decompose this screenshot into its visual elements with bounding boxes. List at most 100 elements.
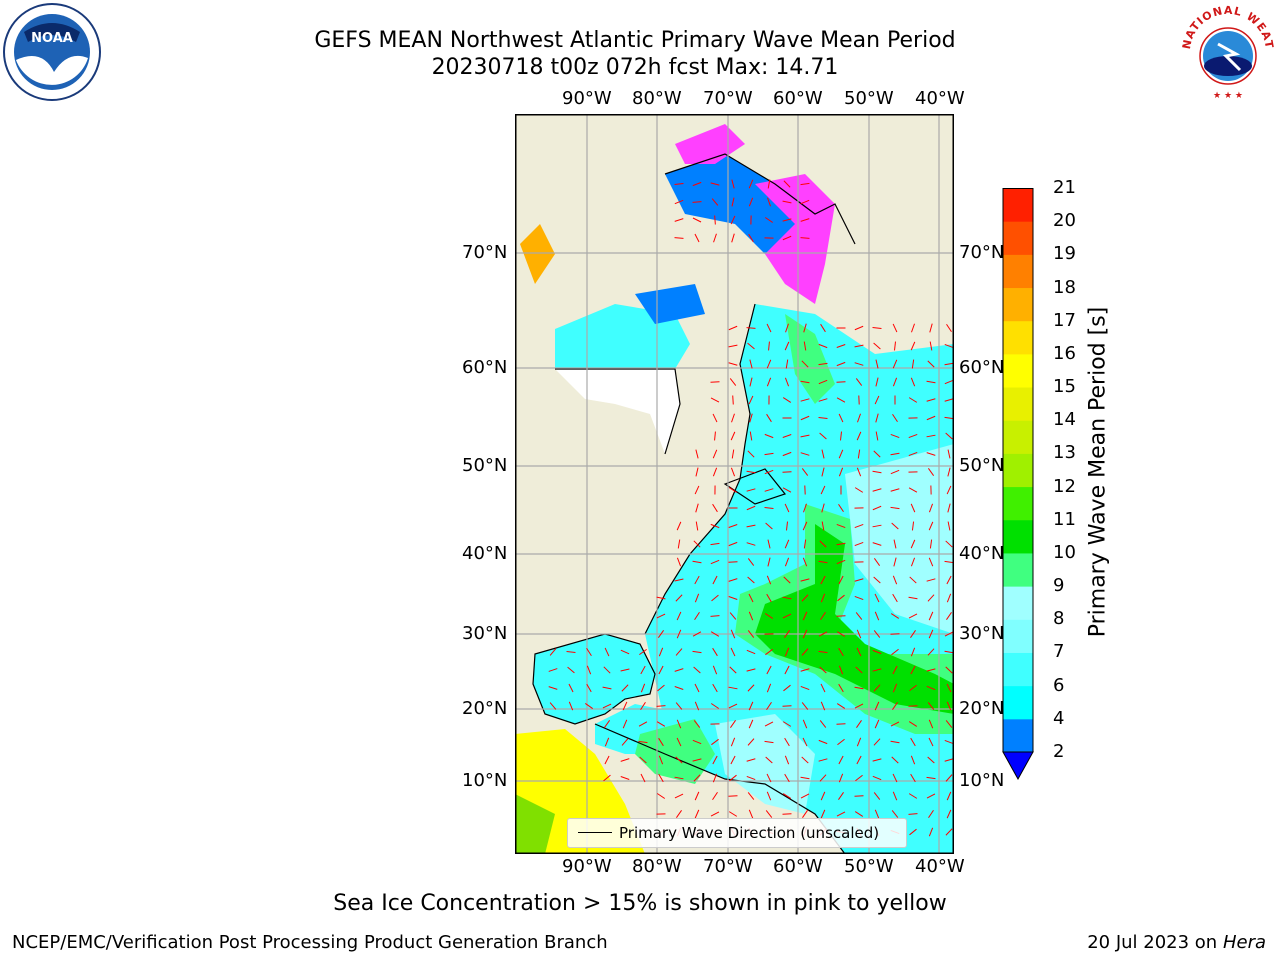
wave-direction-arrow	[927, 360, 935, 368]
wave-direction-arrow	[765, 756, 773, 764]
wave-direction-arrow	[692, 739, 702, 745]
wave-direction-arrow	[749, 413, 753, 423]
wave-direction-arrow	[768, 341, 770, 351]
wave-direction-arrow	[803, 539, 807, 549]
wave-direction-arrow	[892, 683, 898, 693]
wave-direction-arrow	[782, 200, 792, 204]
wave-direction-arrow	[693, 540, 701, 548]
wave-direction-arrow	[728, 811, 738, 817]
lat-tick-right: 20°N	[959, 698, 1005, 719]
wave-direction-arrow	[765, 648, 773, 656]
wave-direction-arrow	[695, 503, 699, 513]
wave-direction-arrow	[657, 684, 665, 692]
wave-direction-arrow	[818, 758, 828, 762]
colorbar-tick-label: 6	[1053, 674, 1065, 696]
wave-direction-arrow	[910, 665, 916, 675]
wave-direction-arrow	[908, 487, 918, 493]
wave-direction-arrow	[946, 593, 952, 603]
wave-direction-arrow	[872, 668, 882, 672]
wave-direction-arrow	[892, 773, 898, 783]
wave-direction-arrow	[946, 683, 952, 693]
wave-direction-arrow	[839, 431, 843, 441]
wave-direction-arrow	[710, 811, 720, 817]
wave-direction-arrow	[728, 686, 738, 690]
wave-direction-arrow	[712, 683, 718, 693]
legend-label: Primary Wave Direction (unscaled)	[619, 824, 880, 842]
wave-direction-arrow	[602, 686, 612, 690]
wave-direction-arrow	[911, 521, 915, 531]
sea-ice-note: Sea Ice Concentration > 15% is shown in …	[333, 891, 947, 916]
wave-direction-arrow	[676, 629, 682, 639]
wave-direction-arrow	[802, 737, 808, 747]
wave-direction-arrow	[782, 397, 792, 403]
wave-direction-arrow	[926, 415, 936, 421]
wave-direction-arrow	[836, 811, 846, 817]
wave-direction-arrow	[710, 615, 720, 617]
wave-direction-arrow	[836, 361, 846, 367]
wave-direction-arrow	[854, 811, 864, 817]
wave-direction-arrow	[784, 665, 790, 675]
wave-direction-arrow	[782, 487, 792, 493]
wave-direction-arrow	[656, 793, 666, 799]
wave-direction-arrow	[836, 615, 846, 617]
wave-direction-arrow	[800, 199, 810, 205]
wave-direction-arrow	[926, 452, 936, 456]
colorbar-segment	[1003, 718, 1033, 753]
wave-direction-arrow	[872, 488, 882, 492]
wave-direction-arrow	[695, 521, 699, 531]
wave-direction-arrow	[764, 740, 774, 744]
wave-direction-arrow	[712, 773, 718, 783]
wave-direction-arrow	[909, 576, 917, 584]
wave-direction-arrow	[747, 558, 755, 566]
wave-direction-arrow	[675, 756, 683, 764]
wave-direction-arrow	[910, 737, 916, 747]
wave-direction-arrow	[875, 413, 879, 423]
colorbar-border	[1002, 188, 1034, 753]
wave-direction-arrow	[622, 701, 628, 711]
wave-direction-arrow	[749, 377, 753, 387]
wave-direction-arrow	[838, 773, 844, 783]
wave-direction-arrow	[639, 648, 647, 656]
wave-direction-arrow	[710, 631, 720, 637]
wave-direction-arrow	[586, 647, 592, 657]
wave-direction-arrow	[746, 505, 756, 511]
wave-direction-arrow	[874, 395, 880, 405]
wave-direction-arrow	[621, 738, 629, 746]
wave-direction-arrow	[604, 755, 610, 765]
noaa-logo-icon: NOAA	[3, 3, 101, 101]
colorbar-segment	[1003, 486, 1033, 521]
colorbar-segment	[1003, 552, 1033, 587]
wave-direction-arrow	[800, 182, 810, 186]
wave-direction-arrow	[674, 578, 684, 582]
wave-direction-arrow	[604, 737, 610, 747]
wave-direction-arrow	[692, 758, 702, 762]
wave-direction-arrow	[872, 758, 882, 762]
wave-direction-arrow	[892, 791, 898, 801]
wave-direction-arrow	[746, 758, 756, 762]
map-legend: Primary Wave Direction (unscaled)	[567, 818, 907, 848]
gulf-of-mexico	[533, 634, 655, 724]
wave-direction-arrow	[784, 539, 790, 549]
wave-direction-arrow	[800, 380, 810, 384]
wave-direction-arrow	[676, 611, 682, 621]
wave-direction-arrow	[802, 557, 808, 567]
wave-direction-arrow	[890, 433, 900, 439]
wave-direction-arrow	[694, 233, 700, 243]
wave-direction-arrow	[820, 809, 826, 819]
wave-direction-arrow	[730, 467, 736, 477]
wave-direction-arrow	[602, 703, 612, 709]
wave-direction-arrow	[909, 828, 917, 836]
wave-direction-arrow	[731, 179, 735, 189]
wave-direction-arrow	[693, 774, 701, 782]
wave-direction-arrow	[782, 613, 792, 619]
wave-direction-arrow	[747, 630, 755, 638]
colorbar-tick-label: 10	[1053, 541, 1076, 563]
wave-direction-arrow	[872, 649, 882, 655]
wave-direction-arrow	[928, 737, 934, 747]
lat-tick-left: 10°N	[462, 770, 508, 791]
wave-direction-arrow	[783, 684, 791, 692]
wave-direction-arrow	[712, 449, 718, 459]
wave-direction-arrow	[892, 575, 898, 585]
wave-direction-arrow	[818, 417, 828, 419]
wave-direction-arrow	[656, 721, 666, 727]
